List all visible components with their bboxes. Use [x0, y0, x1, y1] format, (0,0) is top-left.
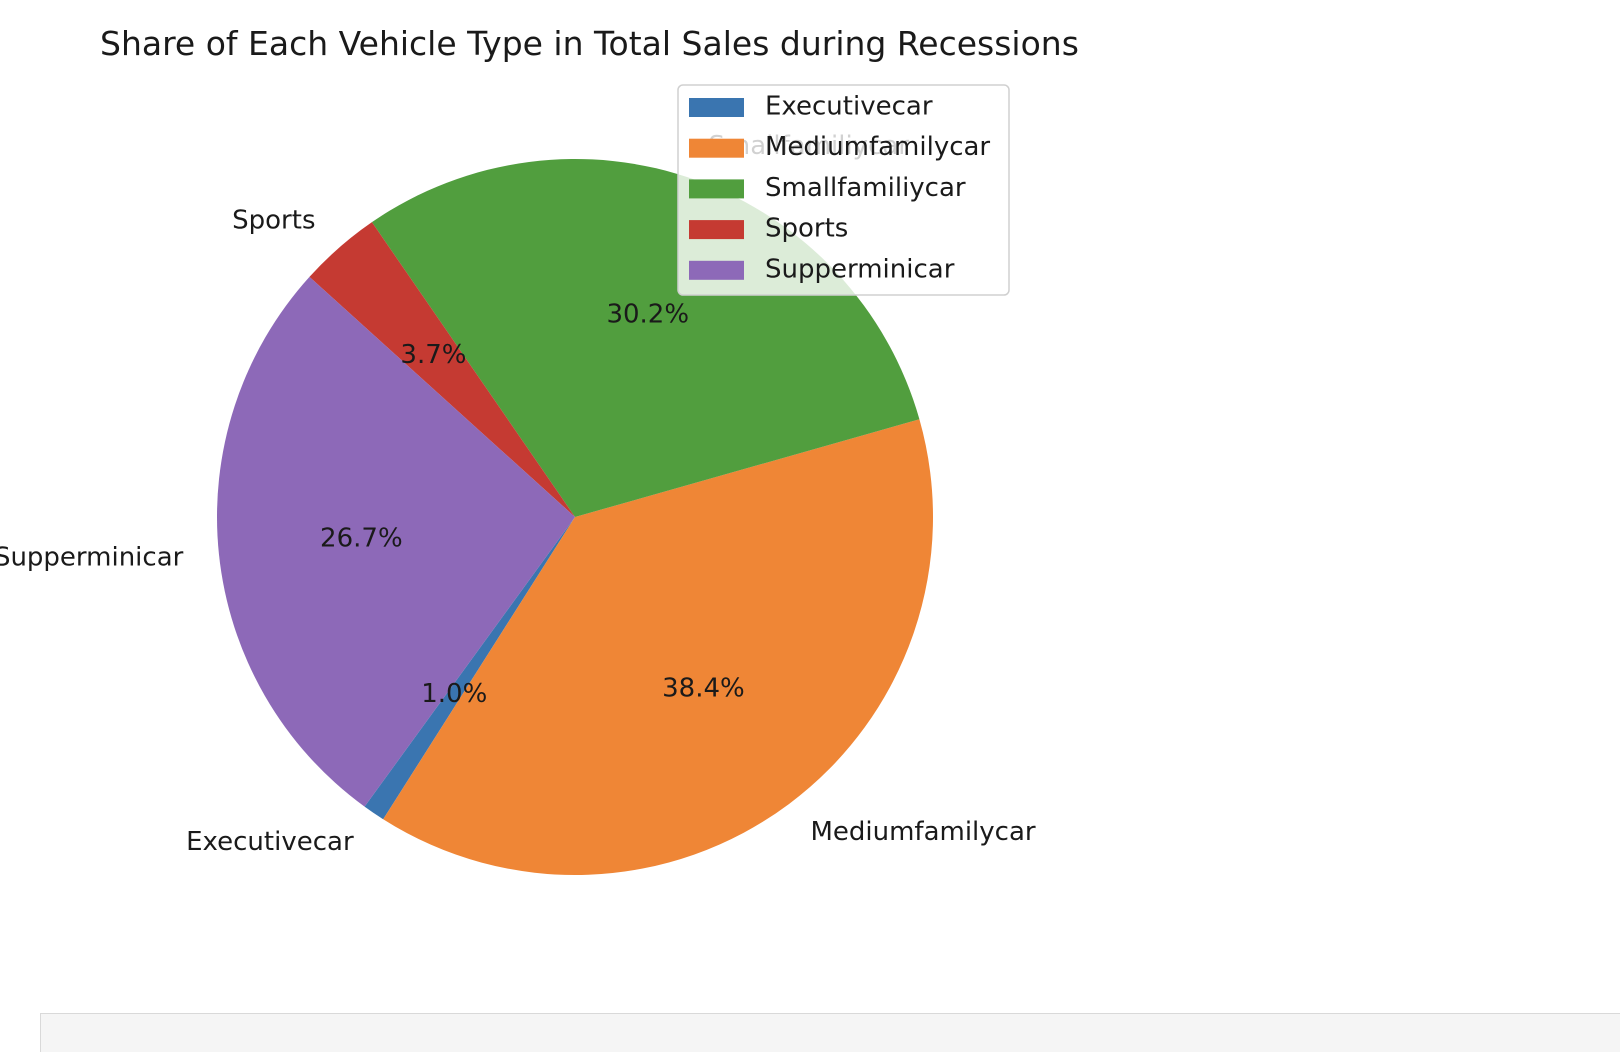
legend-swatch-sports — [689, 220, 744, 240]
legend-swatch-mediumfamilycar — [689, 138, 744, 158]
legend-label-executivecar: Executivecar — [765, 92, 933, 122]
legend-frame — [677, 84, 1010, 296]
pie-slice-supperminicar — [216, 276, 576, 807]
slice-label-executivecar: Executivecar — [186, 827, 354, 857]
pie-slice-executivecar — [364, 517, 575, 820]
chart-title: Share of Each Vehicle Type in Total Sale… — [100, 24, 1079, 63]
legend-label-sports: Sports — [765, 214, 848, 244]
slice-percent-smallfamiliycar: 30.2% — [606, 299, 689, 329]
legend-label-mediumfamilycar: Mediumfamilycar — [765, 132, 990, 162]
legend-label-supperminicar: Supperminicar — [765, 254, 955, 284]
pie-slice-sports — [309, 222, 575, 517]
slice-percent-supperminicar: 26.7% — [320, 524, 403, 554]
legend-swatch-executivecar — [689, 98, 744, 117]
pie-slice-mediumfamilycar — [383, 419, 933, 875]
output-cell-footer — [40, 1013, 1620, 1052]
legend-label-smallfamiliycar: Smallfamiliycar — [765, 173, 966, 203]
slice-label-sports: Sports — [232, 205, 315, 235]
slice-label-supperminicar: Supperminicar — [0, 542, 184, 572]
slice-percent-labels: 1.0% 38.4% 30.2% 3.7% 26.7% — [320, 299, 745, 709]
slice-label-mediumfamilycar: Mediumfamilycar — [810, 817, 1035, 847]
legend-swatch-smallfamiliycar — [689, 179, 744, 199]
legend-swatch-supperminicar — [689, 260, 744, 280]
slice-percent-executivecar: 1.0% — [421, 679, 487, 709]
legend: Executivecar Mediumfamilycar Smallfamiliyc… — [677, 84, 1010, 296]
slice-percent-sports: 3.7% — [400, 340, 466, 370]
slice-percent-mediumfamilycar: 38.4% — [662, 674, 745, 704]
